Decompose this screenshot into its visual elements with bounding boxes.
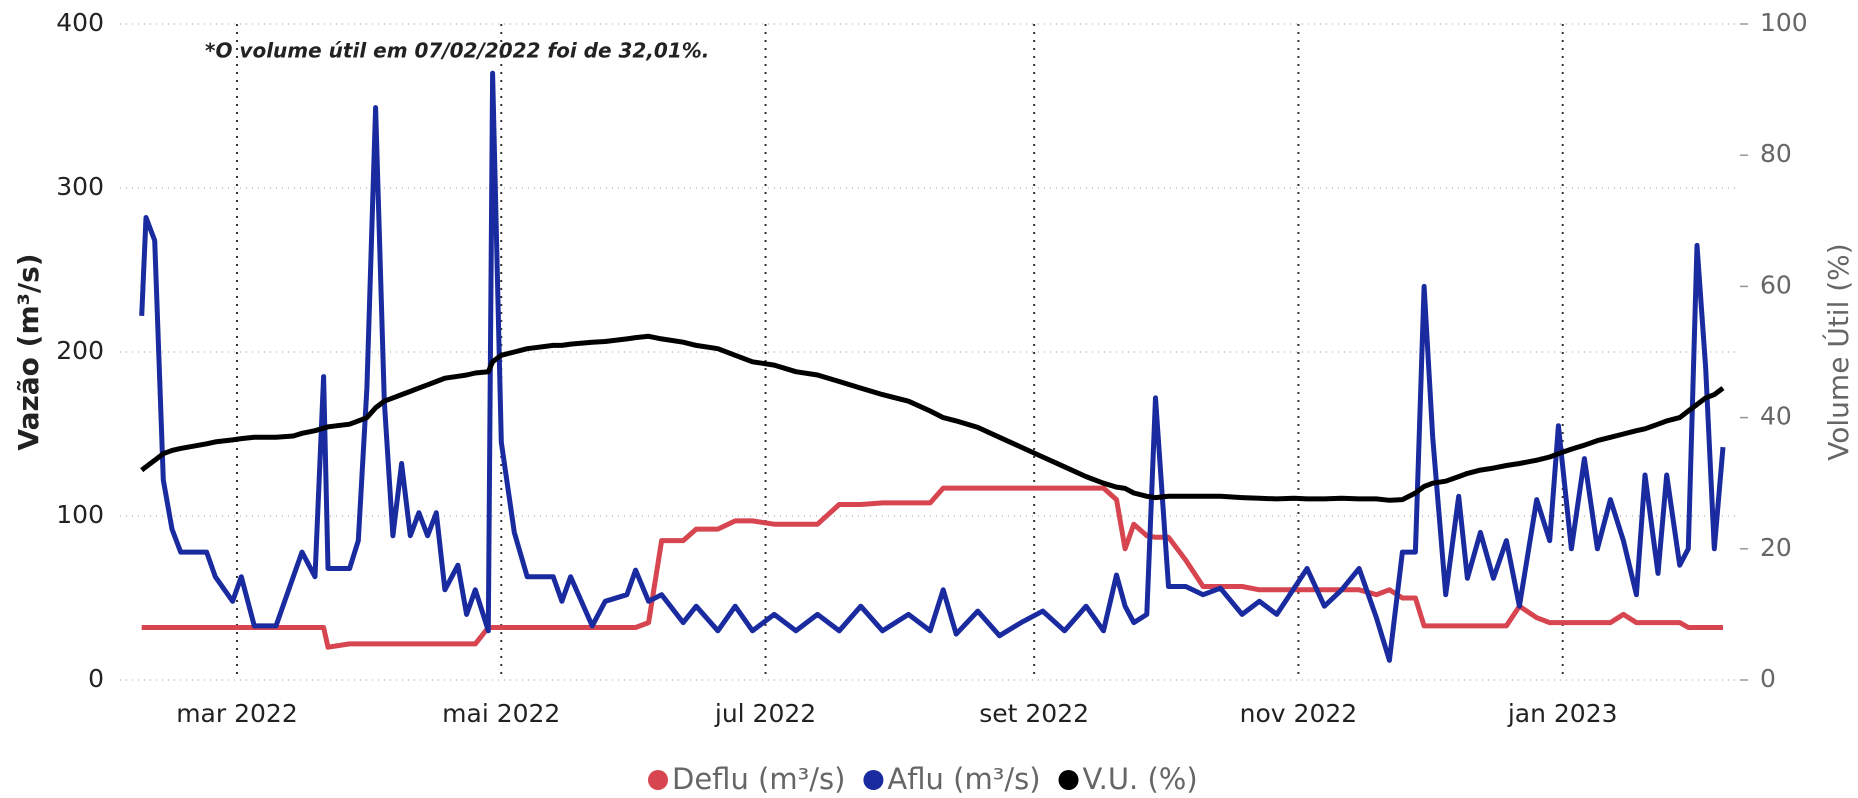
y2-tick-label: 20 [1760, 533, 1792, 562]
y-tick-label: 0 [88, 664, 104, 693]
y-tick-label: 100 [56, 500, 104, 529]
x-tick-label: mar 2022 [176, 699, 298, 728]
annotation: *O volume útil em 07/02/2022 foi de 32,0… [205, 39, 709, 63]
x-tick-label: mai 2022 [442, 699, 560, 728]
legend-label: V.U. (%) [1083, 762, 1198, 796]
legend-marker [863, 770, 884, 790]
x-tick-label: jan 2023 [1507, 699, 1618, 728]
y-tick-label: 300 [56, 172, 104, 201]
y2-tick-label: 80 [1760, 139, 1792, 168]
x-tick-label: jul 2022 [714, 699, 816, 728]
legend-label: Aflu (m³/s) [887, 762, 1040, 796]
y-tick-label: 400 [56, 8, 104, 37]
y2-tick-label: 60 [1760, 270, 1792, 299]
x-tick-label: nov 2022 [1240, 699, 1358, 728]
y-axis-title: Vazão (m³/s) [12, 253, 45, 450]
series-line [141, 485, 1723, 650]
legend-marker [648, 770, 668, 790]
legend-label: Deflu (m³/s) [672, 762, 845, 796]
legend-marker [1058, 770, 1079, 790]
x-tick-label: set 2022 [979, 699, 1089, 728]
y-tick-label: 200 [56, 336, 104, 365]
series-line [139, 70, 1726, 663]
series-line [140, 333, 1725, 503]
y2-axis-title: Volume Útil (%) [1821, 243, 1855, 460]
y2-tick-label: 100 [1760, 8, 1808, 37]
y2-tick-label: 40 [1760, 402, 1792, 431]
y2-tick-label: 0 [1760, 664, 1776, 693]
